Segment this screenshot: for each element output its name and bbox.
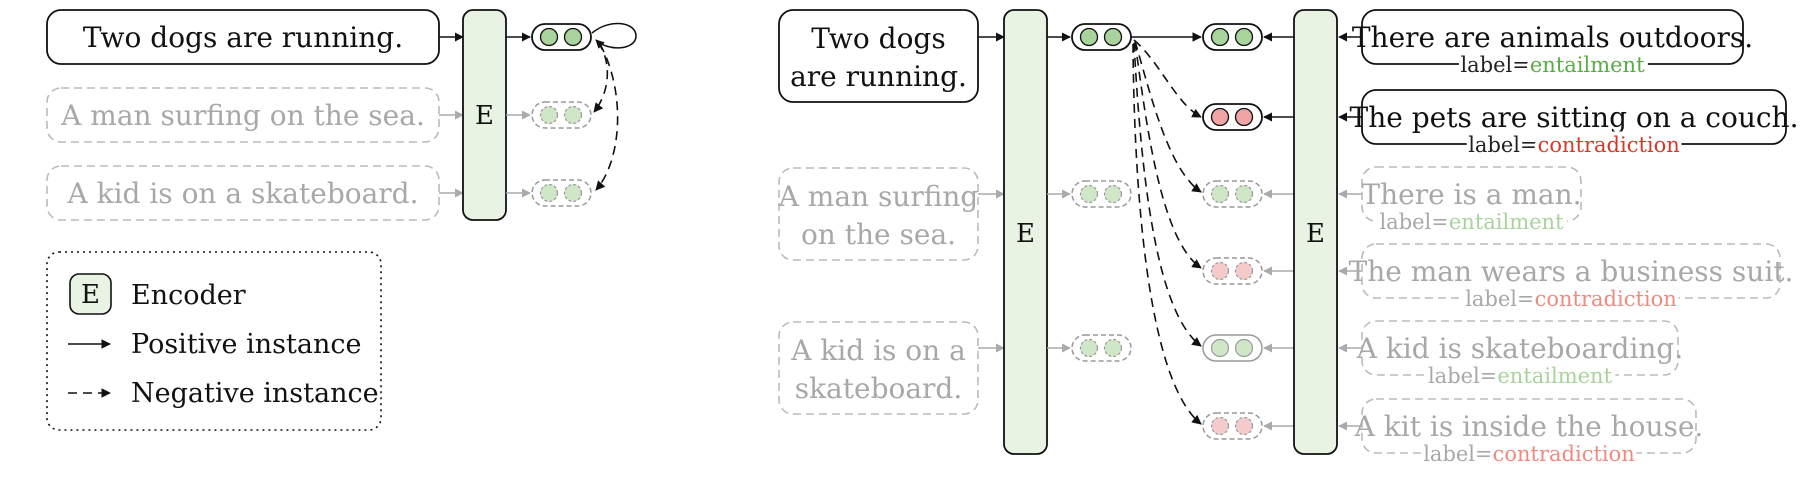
right-premise-1-line-1: Two dogs [811,22,945,55]
right-premise-embedding-3 [1071,334,1132,362]
right-premise-2-line-1: A man surfing [778,180,979,213]
right-panel: Two dogs are running. A man surfing on t… [778,9,1799,470]
right-negative-arrow-3 [1134,41,1202,269]
right-negative-arrow-4 [1133,42,1202,347]
hypothesis-box-1 [1361,9,1744,65]
left-panel: Two dogs are running. A man surfing on t… [46,9,637,221]
right-premise-3-line-1: A kid is on a [790,334,966,367]
hypothesis-text-6: A kit is inside the house. [1354,410,1704,443]
legend-frame [46,251,382,431]
left-embedding-2 [531,101,592,129]
right-hypothesis-encoder-label: E [1306,219,1325,249]
hypothesis-label-4: label=contradiction [1465,287,1677,311]
left-encoder-label: E [475,101,494,131]
right-premise-1-line-2: are running. [790,60,967,93]
hypothesis-embedding-5 [1202,334,1263,362]
hypothesis-text-2: The pets are sitting on a couch. [1350,101,1799,134]
hypothesis-box-6 [1361,398,1697,454]
legend-positive-text: Positive instance [131,329,361,360]
right-premise-3-line-2: skateboard. [795,372,963,405]
legend-encoder-icon-label: E [81,280,100,310]
hypothesis-label-6: label=contradiction [1423,442,1635,466]
right-premise-embedding-1 [1071,23,1132,51]
left-sentence-2: A man surfing on the sea. [60,99,425,132]
hypothesis-embedding-4 [1202,257,1263,285]
hypothesis-text-4: The man wears a business suit. [1349,255,1794,288]
hypothesis-box-3 [1361,166,1582,222]
hypothesis-text-1: There are animals outdoors. [1352,21,1753,54]
right-premise-2-line-2: on the sea. [801,218,956,251]
hypothesis-box-2 [1361,89,1787,145]
hypothesis-embedding-2 [1202,103,1263,131]
hypothesis-label-3: label=entailment [1379,210,1564,234]
left-positive-self-loop [591,22,637,49]
hypothesis-text-3: There is a man. [1361,178,1581,211]
right-premise-box-1 [778,9,979,103]
left-sentence-box-2 [46,87,440,143]
right-negative-arrow-1 [1133,39,1202,118]
legend-encoder-icon [69,273,112,315]
hypothesis-embedding-3 [1202,180,1263,208]
right-hypothesis-encoder [1293,9,1338,455]
left-sentence-box-3 [46,165,440,221]
left-embedding-3 [531,179,592,207]
hypothesis-label-5: label=entailment [1428,364,1613,388]
legend-encoder-text: Encoder [131,280,246,311]
left-negative-arrow-2 [595,43,619,191]
right-premise-encoder [1003,9,1048,455]
left-embedding-1 [531,23,592,51]
hypothesis-label-2: label=contradiction [1468,133,1680,157]
hypothesis-embedding-1 [1202,23,1263,51]
legend-negative-text: Negative instance [131,378,379,409]
right-negative-arrow-5 [1132,43,1202,425]
left-negative-arrow-1 [593,41,609,113]
right-premise-box-3 [778,321,979,415]
right-premise-embedding-2 [1071,180,1132,208]
right-negative-arrow-2 [1134,40,1202,193]
right-premise-box-2 [778,167,979,261]
hypothesis-label-1: label=entailment [1460,53,1645,77]
right-premise-encoder-label: E [1016,219,1035,249]
legend: E Encoder Positive instance Negative ins… [46,251,382,431]
hypothesis-text-5: A kid is skateboarding. [1356,332,1684,365]
hypothesis-box-4 [1361,243,1781,299]
left-sentence-3: A kid is on a skateboard. [66,177,418,210]
left-sentence-1: Two dogs are running. [83,21,403,54]
hypothesis-box-5 [1361,320,1679,376]
hypothesis-embedding-6 [1202,412,1263,440]
